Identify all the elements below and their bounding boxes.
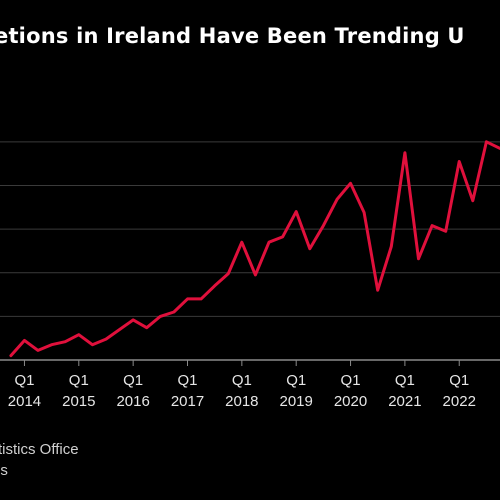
x-tick-quarter: Q1 xyxy=(69,372,89,389)
x-tick-year: 2017 xyxy=(171,393,204,410)
x-axis-labels: Q1 2014 Q1 2015 Q1 2016 Q1 2017 Q1 2018 Q1 2019 Q1 20… xyxy=(8,372,476,410)
x-tick-quarter: Q1 xyxy=(341,372,361,389)
x-tick-year: 2019 xyxy=(280,393,313,410)
series-line xyxy=(9,140,500,358)
x-tick-year: 2022 xyxy=(443,393,476,410)
x-tick-year: 2016 xyxy=(116,393,149,410)
footnote: es xyxy=(0,462,8,479)
x-tick-quarter: Q1 xyxy=(449,372,469,389)
x-tick-quarter: Q1 xyxy=(14,372,34,389)
chart-title: etions in Ireland Have Been Trending U xyxy=(0,24,465,48)
x-tick-year: 2015 xyxy=(62,393,95,410)
x-axis-ticks xyxy=(23,360,460,366)
x-tick-quarter: Q1 xyxy=(177,372,197,389)
x-tick-quarter: Q1 xyxy=(395,372,415,389)
x-tick-year: 2018 xyxy=(225,393,258,410)
x-tick-year: 2021 xyxy=(388,393,421,410)
series-layer xyxy=(9,140,500,358)
x-tick-quarter: Q1 xyxy=(286,372,306,389)
x-tick-quarter: Q1 xyxy=(232,372,252,389)
x-tick-quarter: Q1 xyxy=(123,372,143,389)
gridlines xyxy=(0,141,500,361)
x-tick-year: 2020 xyxy=(334,393,367,410)
x-tick-year: 2014 xyxy=(8,393,41,410)
source-note: tistics Office xyxy=(0,441,79,458)
